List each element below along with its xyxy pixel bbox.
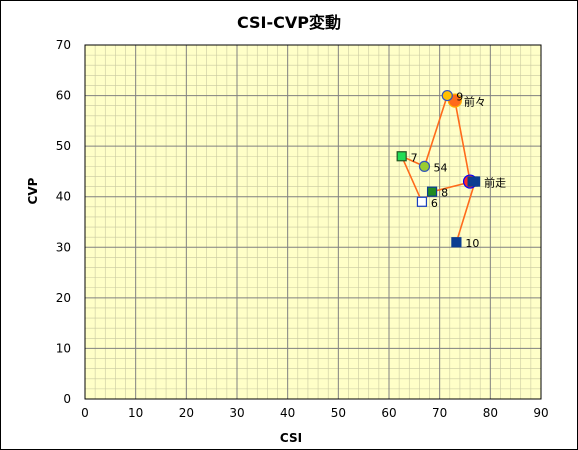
x-tick-labels: 0 10 20 30 40 50 60 70 80 90 — [81, 406, 548, 420]
data-label: 前走 — [484, 176, 506, 190]
data-point — [416, 196, 428, 207]
x-tick-label: 90 — [533, 406, 548, 420]
chart-title: CSI-CVP変動 — [237, 13, 341, 32]
data-points — [396, 89, 481, 248]
x-tick-label: 10 — [128, 406, 143, 420]
data-point — [426, 186, 438, 197]
y-tick-label: 10 — [56, 341, 71, 355]
data-label: 6 — [431, 197, 438, 210]
y-tick-labels: 0 10 20 30 40 50 60 70 — [56, 38, 71, 406]
x-tick-label: 80 — [483, 406, 498, 420]
data-point — [418, 160, 431, 172]
data-label: 9 — [456, 91, 463, 104]
plot-background — [84, 44, 542, 400]
x-tick-label: 0 — [81, 406, 89, 420]
x-tick-label: 30 — [229, 406, 244, 420]
y-tick-label: 30 — [56, 240, 71, 254]
y-tick-label: 60 — [56, 89, 71, 103]
x-tick-label: 50 — [331, 406, 346, 420]
data-point — [441, 89, 453, 102]
x-tick-label: 20 — [179, 406, 194, 420]
plot-area — [84, 44, 542, 400]
x-axis-label: CSI — [280, 431, 302, 445]
data-label: 7 — [411, 151, 418, 164]
data-point — [396, 151, 407, 162]
data-label: 10 — [465, 237, 479, 250]
y-tick-label: 0 — [63, 392, 71, 406]
data-label: 前々 — [464, 95, 486, 109]
data-label: 54 — [433, 161, 447, 174]
plot-border — [84, 44, 542, 400]
data-point — [467, 176, 478, 187]
x-tick-label: 40 — [280, 406, 295, 420]
x-tick-label: 60 — [381, 406, 396, 420]
y-tick-label: 20 — [56, 291, 71, 305]
y-tick-label: 40 — [56, 190, 71, 204]
x-tick-label: 70 — [432, 406, 447, 420]
data-label: 8 — [441, 187, 448, 200]
data-point — [451, 237, 462, 248]
y-tick-label: 70 — [56, 38, 71, 52]
point-labels: 10 前走 前々9 54 7 68 — [411, 91, 506, 251]
y-axis-label: CVP — [26, 177, 40, 204]
y-tick-label: 50 — [56, 139, 71, 153]
